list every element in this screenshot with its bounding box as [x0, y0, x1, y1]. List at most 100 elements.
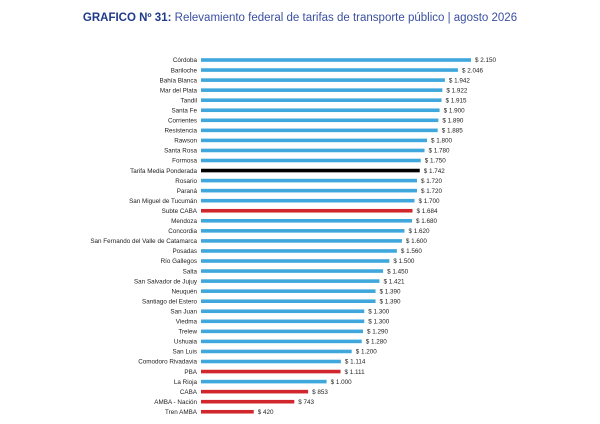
category-label-posadas: Posadas — [172, 248, 197, 255]
value-label-salta: $ 1.450 — [387, 268, 409, 275]
value-label-corrientes: $ 1.890 — [442, 118, 464, 125]
category-label-comodoro-rivadavia: Comodoro Rivadavia — [138, 359, 197, 366]
value-label-concordia: $ 1.620 — [408, 228, 430, 235]
bar-san-miguel-de-tucuman — [201, 198, 415, 203]
bar-cordoba — [201, 58, 471, 62]
bar-resistencia — [201, 128, 438, 133]
category-label-subte-caba: Subte CABA — [162, 208, 198, 215]
category-label-la-rioja: La Rioja — [174, 379, 198, 386]
category-label-salta: Salta — [183, 268, 198, 275]
value-label-rawson: $ 1.800 — [431, 138, 453, 145]
bar-caba — [201, 389, 309, 394]
category-label-viedma: Viedma — [176, 319, 198, 326]
bar-mendoza — [201, 219, 412, 223]
value-label-caba: $ 853 — [312, 389, 328, 396]
category-label-mendoza: Mendoza — [171, 218, 197, 225]
bar-posadas — [201, 249, 397, 253]
bar-santa-rosa — [201, 148, 425, 153]
bar-san-luis — [201, 349, 352, 354]
category-label-san-juan: San Juan — [170, 308, 197, 315]
value-label-subte-caba: $ 1.684 — [416, 208, 438, 215]
category-label-rosario: Rosario — [175, 178, 197, 185]
bar-salta — [201, 269, 384, 273]
category-label-concordia: Concordia — [168, 228, 197, 235]
bar-neuquen — [201, 289, 376, 293]
value-label-san-fernando-del-valle-de-catamarca: $ 1.600 — [406, 238, 428, 245]
value-label-mar-del-plata: $ 1.922 — [446, 87, 468, 94]
category-label-neuquen: Neuquén — [171, 288, 197, 295]
category-label-santa-rosa: Santa Rosa — [164, 148, 197, 155]
value-label-ushuaia: $ 1.280 — [366, 339, 388, 346]
bar-corrientes — [201, 118, 439, 123]
category-label-trelew: Trelew — [178, 329, 197, 336]
bar-rosario — [201, 178, 417, 183]
category-label-tandil: Tandil — [181, 97, 197, 104]
chart-title: GRAFICO Nº 31: Relevamiento federal de t… — [0, 12, 600, 24]
value-label-cordoba: $ 2.150 — [475, 57, 497, 64]
bar-ushuaia — [201, 339, 362, 344]
category-label-tren-amba: Tren AMBA — [165, 409, 198, 416]
bar-comodoro-rivadavia — [201, 359, 341, 364]
bars — [201, 58, 471, 414]
value-label-la-rioja: $ 1.000 — [331, 379, 353, 386]
category-label-formosa: Formosa — [172, 158, 197, 165]
category-label-corrientes: Corrientes — [168, 118, 197, 125]
bar-santa-fe — [201, 108, 440, 113]
category-label-caba: CABA — [180, 389, 198, 396]
bar-tandil — [201, 98, 442, 102]
bar-rio-gallegos — [201, 259, 390, 263]
chart-title-text: Relevamiento federal de tarifas de trans… — [174, 12, 518, 24]
value-label-formosa: $ 1.750 — [425, 158, 447, 165]
value-label-san-juan: $ 1.300 — [368, 308, 390, 315]
bar-san-salvador-de-jujuy — [201, 279, 380, 283]
value-label-resistencia: $ 1.885 — [442, 128, 464, 135]
value-label-trelew: $ 1.290 — [367, 329, 389, 336]
category-label-mar-del-plata: Mar del Plata — [160, 87, 198, 94]
value-labels: $ 2.150 $ 2.046 $ 1.942 $ 1.922 $ 1.915 $ 1.9… — [258, 57, 497, 416]
category-label-rawson: Rawson — [174, 138, 197, 145]
category-label-santa-fe: Santa Fe — [171, 107, 197, 114]
bar-mar-del-plata — [201, 88, 443, 92]
bar-viedma — [201, 319, 365, 324]
category-label-rio-gallegos: Río Gallegos — [161, 258, 197, 265]
bar-san-juan — [201, 309, 365, 314]
bar-formosa — [201, 158, 421, 163]
bar-parana — [201, 188, 417, 193]
bar-amba-nacion — [201, 399, 295, 404]
category-label-cordoba: Córdoba — [173, 57, 198, 64]
bar-tarifa-media-ponderada — [201, 168, 420, 173]
value-label-mendoza: $ 1.680 — [416, 218, 438, 225]
category-label-san-miguel-de-tucuman: San Miguel de Tucumán — [129, 198, 197, 205]
bar-bahia-blanca — [201, 78, 445, 82]
bar-trelew — [201, 329, 363, 334]
value-label-santiago-del-estero: $ 1.390 — [380, 298, 402, 305]
bar-concordia — [201, 229, 405, 233]
category-label-resistencia: Resistencia — [164, 128, 197, 135]
value-label-san-salvador-de-jujuy: $ 1.421 — [383, 278, 405, 285]
bar-san-fernando-del-valle-de-catamarca — [201, 239, 402, 243]
category-label-san-fernando-del-valle-de-catamarca: San Fernando del Valle de Catamarca — [90, 238, 197, 245]
value-label-tarifa-media-ponderada: $ 1.742 — [424, 168, 446, 175]
bar-rawson — [201, 138, 428, 143]
value-label-comodoro-rivadavia: $ 1.114 — [345, 359, 366, 366]
value-label-neuquen: $ 1.390 — [380, 288, 402, 295]
category-label-tarifa-media-ponderada: Tarifa Media Ponderada — [130, 168, 197, 175]
value-label-posadas: $ 1.560 — [401, 248, 423, 255]
category-label-ushuaia: Ushuaia — [174, 339, 198, 346]
value-label-tandil: $ 1.915 — [445, 97, 467, 104]
value-label-pba: $ 1.111 — [345, 369, 366, 376]
value-label-rosario: $ 1.720 — [421, 178, 443, 185]
value-label-viedma: $ 1.300 — [368, 319, 390, 326]
bar-tren-amba — [201, 409, 254, 414]
category-label-parana: Paraná — [177, 188, 198, 195]
category-label-san-salvador-de-jujuy: San Salvador de Jujuy — [134, 278, 198, 285]
bar-pba — [201, 369, 341, 374]
value-label-amba-nacion: $ 743 — [298, 399, 314, 406]
category-label-santiago-del-estero: Santiago del Estero — [142, 298, 197, 305]
value-label-santa-rosa: $ 1.780 — [429, 148, 451, 155]
value-label-san-miguel-de-tucuman: $ 1.700 — [418, 198, 440, 205]
category-label-san-luis: San Luis — [172, 349, 197, 356]
value-label-santa-fe: $ 1.900 — [444, 107, 466, 114]
